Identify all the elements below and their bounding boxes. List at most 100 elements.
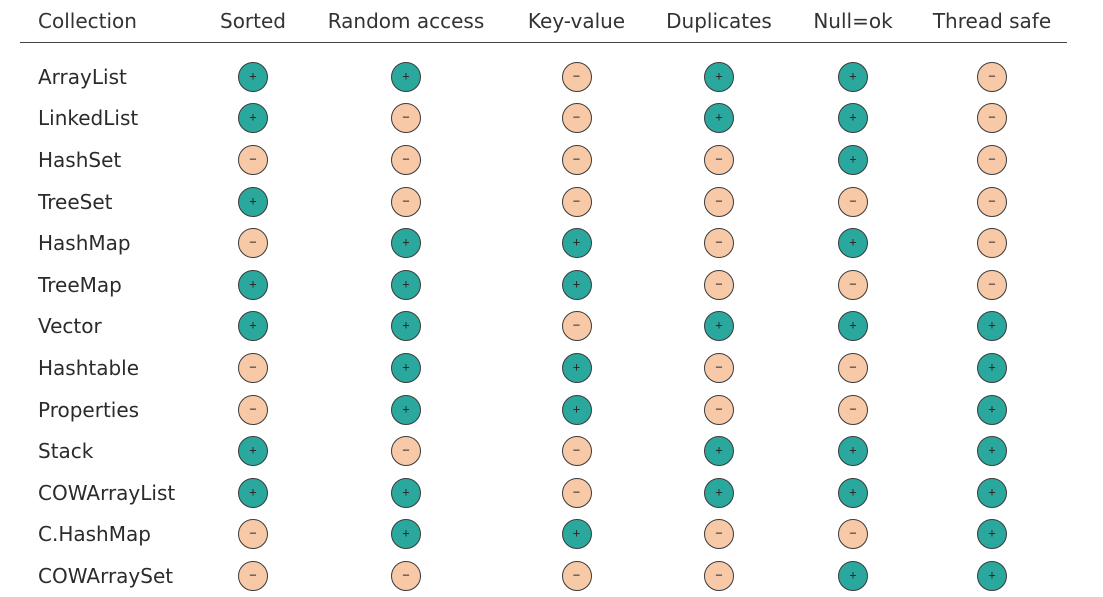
minus-circle-icon: −	[238, 352, 268, 383]
plus-circle-icon: +	[238, 103, 268, 134]
plus-circle-icon: +	[391, 477, 421, 508]
plus-circle-icon: +	[977, 352, 1007, 383]
minus-circle-icon: −	[704, 228, 734, 259]
minus-circle-icon: −	[561, 311, 592, 342]
plus-circle-icon: +	[391, 61, 421, 92]
cell-sorted: −	[198, 222, 308, 264]
header-row: Collection Sorted Random access Key-valu…	[20, 0, 1067, 43]
plus-circle-icon: +	[238, 477, 268, 508]
cell-null-ok: −	[789, 181, 917, 223]
plus-circle-icon: +	[238, 269, 268, 300]
table-row: Vector + + − + + +	[20, 306, 1067, 348]
cell-key-value: +	[504, 222, 649, 264]
minus-circle-icon: −	[977, 61, 1007, 92]
collection-name: Vector	[38, 314, 102, 339]
table-row: LinkedList + − − + + −	[20, 98, 1067, 140]
cell-thread-safe: +	[917, 555, 1067, 597]
cell-duplicates: −	[649, 347, 789, 389]
cell-null-ok: +	[789, 472, 917, 514]
cell-key-value: +	[504, 264, 649, 306]
minus-circle-icon: −	[238, 144, 268, 175]
plus-circle-icon: +	[977, 394, 1007, 425]
plus-circle-icon: +	[704, 103, 734, 134]
cell-sorted: +	[198, 472, 308, 514]
cell-random-access: +	[308, 56, 504, 98]
minus-circle-icon: −	[838, 352, 868, 383]
minus-circle-icon: −	[977, 103, 1007, 134]
plus-circle-icon: +	[391, 228, 421, 259]
cell-sorted: +	[198, 56, 308, 98]
cell-key-value: −	[504, 472, 649, 514]
cell-duplicates: −	[649, 264, 789, 306]
cell-sorted: −	[198, 555, 308, 597]
collection-name: ArrayList	[38, 64, 127, 89]
collection-name: Stack	[38, 439, 94, 464]
cell-duplicates: −	[649, 389, 789, 431]
minus-circle-icon: −	[561, 436, 592, 467]
plus-circle-icon: +	[838, 144, 868, 175]
cell-random-access: +	[308, 514, 504, 556]
collection-name: Hashtable	[38, 355, 140, 380]
minus-circle-icon: −	[391, 436, 421, 467]
cell-duplicates: +	[649, 306, 789, 348]
plus-circle-icon: +	[977, 560, 1007, 591]
cell-key-value: −	[504, 56, 649, 98]
cell-duplicates: +	[649, 430, 789, 472]
plus-circle-icon: +	[561, 269, 592, 300]
table-row: C.HashMap − + + − − +	[20, 514, 1067, 556]
plus-circle-icon: +	[391, 394, 421, 425]
plus-circle-icon: +	[977, 477, 1007, 508]
minus-circle-icon: −	[561, 560, 592, 591]
column-header-duplicates: Duplicates	[649, 0, 789, 43]
plus-circle-icon: +	[838, 560, 868, 591]
cell-random-access: +	[308, 222, 504, 264]
minus-circle-icon: −	[238, 394, 268, 425]
cell-null-ok: +	[789, 222, 917, 264]
cell-random-access: +	[308, 347, 504, 389]
table-row: Stack + − − + + +	[20, 430, 1067, 472]
plus-circle-icon: +	[391, 311, 421, 342]
collection-name: HashMap	[38, 231, 131, 256]
minus-circle-icon: −	[561, 61, 592, 92]
column-header-collection: Collection	[20, 0, 198, 43]
cell-sorted: +	[198, 98, 308, 140]
column-header-thread-safe: Thread safe	[917, 0, 1067, 43]
minus-circle-icon: −	[238, 519, 268, 550]
cell-key-value: +	[504, 389, 649, 431]
plus-circle-icon: +	[238, 436, 268, 467]
cell-random-access: −	[308, 181, 504, 223]
plus-circle-icon: +	[838, 477, 868, 508]
plus-circle-icon: +	[977, 311, 1007, 342]
cell-random-access: +	[308, 472, 504, 514]
table-row: HashSet − − − − + −	[20, 139, 1067, 181]
cell-random-access: +	[308, 389, 504, 431]
table-row: TreeSet + − − − − −	[20, 181, 1067, 223]
collection-name: HashSet	[38, 147, 122, 172]
plus-circle-icon: +	[561, 394, 592, 425]
plus-circle-icon: +	[391, 352, 421, 383]
cell-key-value: −	[504, 181, 649, 223]
cell-duplicates: +	[649, 472, 789, 514]
minus-circle-icon: −	[238, 560, 268, 591]
collection-name: COWArraySet	[38, 563, 174, 588]
plus-circle-icon: +	[704, 61, 734, 92]
table-row: COWArrayList + + − + + +	[20, 472, 1067, 514]
cell-key-value: −	[504, 430, 649, 472]
cell-thread-safe: +	[917, 514, 1067, 556]
cell-random-access: −	[308, 98, 504, 140]
plus-circle-icon: +	[391, 269, 421, 300]
table-row: Properties − + + − − +	[20, 389, 1067, 431]
cell-key-value: −	[504, 555, 649, 597]
table-row: Hashtable − + + − − +	[20, 347, 1067, 389]
cell-null-ok: +	[789, 306, 917, 348]
collection-name: COWArrayList	[38, 480, 176, 505]
cell-thread-safe: −	[917, 181, 1067, 223]
cell-random-access: −	[308, 139, 504, 181]
cell-thread-safe: −	[917, 264, 1067, 306]
plus-circle-icon: +	[704, 311, 734, 342]
minus-circle-icon: −	[561, 103, 592, 134]
cell-random-access: +	[308, 264, 504, 306]
cell-duplicates: −	[649, 181, 789, 223]
minus-circle-icon: −	[561, 186, 592, 217]
cell-thread-safe: −	[917, 139, 1067, 181]
